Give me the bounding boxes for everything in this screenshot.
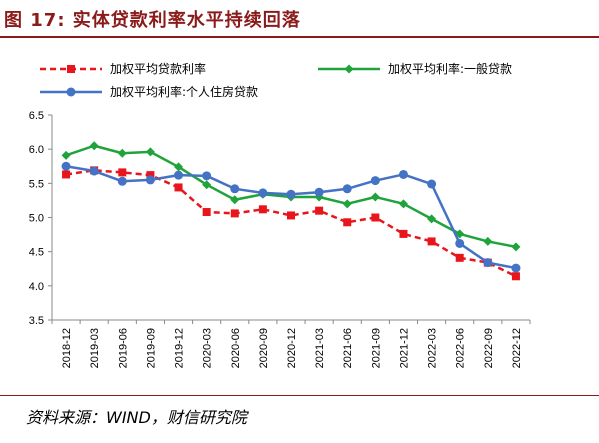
x-tick-label: 2022-03	[427, 328, 439, 368]
legend-label: 加权平均利率:一般贷款	[388, 61, 512, 76]
data-point	[202, 180, 212, 190]
data-point	[483, 236, 493, 246]
legend-label: 加权平均利率:个人住房贷款	[110, 84, 258, 99]
legend-item-general-loan-rate: 加权平均利率:一般贷款	[318, 61, 512, 76]
x-tick-label: 2020-03	[202, 328, 214, 368]
footer-rule	[0, 395, 599, 396]
data-point	[315, 206, 324, 215]
data-point	[398, 199, 408, 209]
data-point	[258, 205, 267, 214]
data-point	[370, 176, 380, 186]
y-tick-label: 4.5	[29, 247, 44, 259]
x-tick-label: 2019-03	[89, 328, 101, 368]
data-point	[145, 147, 155, 157]
x-tick-label: 2021-09	[370, 328, 382, 368]
data-point	[89, 141, 99, 151]
x-tick-label: 2021-06	[342, 328, 354, 368]
x-tick-label: 2022-09	[483, 328, 495, 368]
title-rule	[0, 36, 599, 38]
data-point	[62, 170, 71, 179]
y-tick-label: 6.0	[29, 144, 44, 156]
data-point	[89, 166, 99, 176]
x-tick-label: 2020-06	[230, 328, 242, 368]
data-point	[61, 161, 71, 171]
data-point	[511, 263, 521, 273]
data-point	[511, 272, 520, 281]
data-point	[314, 187, 324, 197]
x-tick-label: 2021-03	[314, 328, 326, 368]
legend-swatch-marker	[67, 65, 75, 73]
y-axis: 6.5 6.0 5.5 5.0 4.5 4.0 3.5	[29, 110, 53, 327]
legend-swatch-marker	[344, 64, 354, 74]
data-point	[202, 171, 212, 181]
x-tick-label: 2022-06	[455, 328, 467, 368]
data-point	[455, 238, 465, 248]
x-tick-label: 2022-12	[511, 328, 523, 368]
x-tick-label: 2018-12	[61, 328, 73, 368]
data-point	[370, 192, 380, 202]
data-point	[399, 229, 408, 238]
x-axis: 2018-12 2019-03 2019-06 2019-09 2019-12 2020-…	[51, 319, 531, 368]
data-point	[258, 188, 268, 198]
legend-item-mortgage-rate: 加权平均利率:个人住房贷款	[40, 84, 258, 99]
data-point	[483, 258, 493, 268]
y-tick-label: 3.5	[29, 315, 44, 327]
data-point	[146, 171, 155, 180]
data-point	[342, 184, 352, 194]
y-tick-label: 5.0	[29, 213, 44, 225]
source-note: 资料来源：WIND，财信研究院	[26, 408, 247, 427]
data-point	[174, 162, 184, 172]
y-tick-label: 6.5	[29, 110, 44, 122]
series-layer	[61, 141, 521, 281]
data-point	[117, 148, 127, 158]
legend-item-loan-rate: 加权平均贷款利率	[40, 61, 206, 76]
legend-label: 加权平均贷款利率	[110, 61, 206, 76]
data-point	[427, 237, 436, 246]
data-point	[230, 209, 239, 218]
data-point	[287, 211, 295, 220]
x-tick-label: 2019-06	[117, 328, 129, 368]
data-point	[230, 195, 240, 205]
x-tick-label: 2020-09	[258, 328, 270, 368]
x-tick-label: 2020-12	[286, 328, 298, 368]
data-point	[202, 208, 211, 217]
data-point	[371, 213, 380, 222]
data-point	[286, 189, 296, 199]
data-point	[61, 150, 71, 160]
data-point	[117, 176, 127, 186]
figure-title: 图 17: 实体贷款利率水平持续回落	[4, 10, 301, 31]
x-tick-label: 2019-12	[174, 328, 186, 368]
data-point	[145, 175, 155, 185]
data-point	[230, 184, 240, 194]
series-mortgage-rate	[61, 161, 521, 273]
data-point	[427, 179, 437, 189]
data-point	[174, 170, 184, 180]
data-point	[342, 199, 352, 209]
data-point	[118, 168, 127, 177]
data-point	[343, 218, 352, 227]
data-point	[455, 253, 464, 262]
data-point	[511, 242, 521, 252]
data-point	[427, 214, 437, 224]
x-tick-label: 2019-09	[145, 328, 157, 368]
legend-swatch-marker	[66, 87, 76, 97]
y-tick-label: 4.0	[29, 281, 44, 293]
series-line	[65, 169, 517, 278]
data-point	[174, 183, 183, 192]
data-point	[398, 169, 408, 179]
x-tick-label: 2021-12	[398, 328, 410, 368]
y-tick-label: 5.5	[29, 178, 44, 190]
